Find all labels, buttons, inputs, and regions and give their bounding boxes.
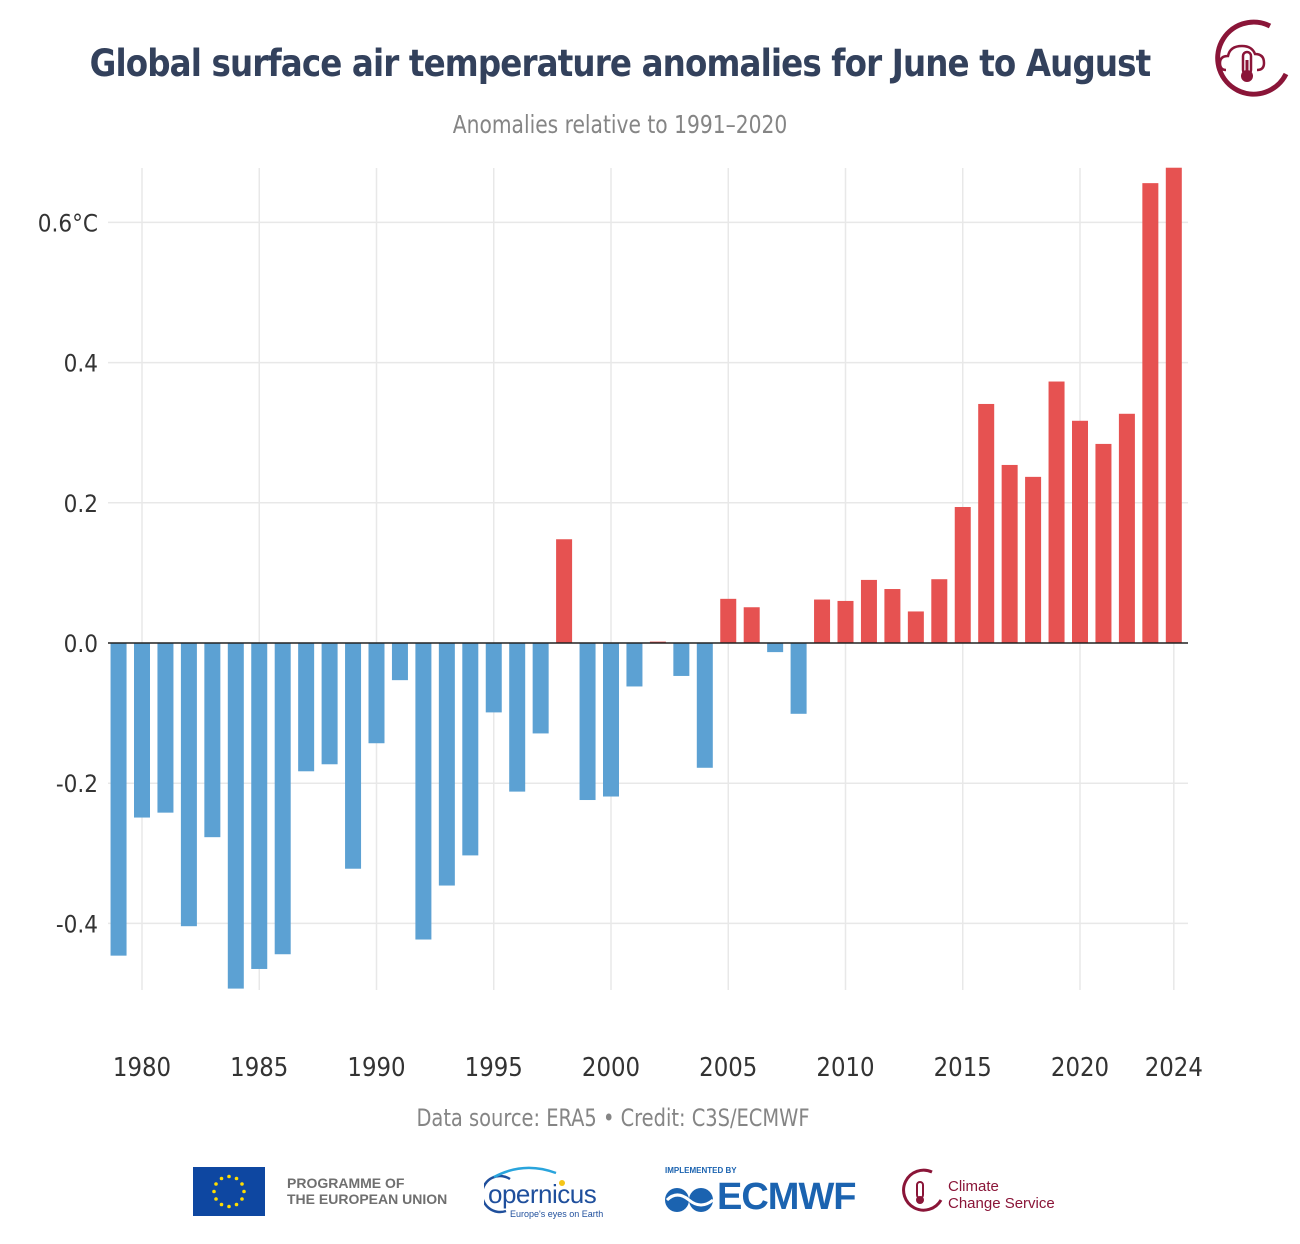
eu-star xyxy=(234,1176,239,1181)
y-tick-label: -0.4 xyxy=(56,911,98,938)
ecmwf-waves-icon xyxy=(665,1188,714,1212)
data-source-credit: Data source: ERA5 • Credit: C3S/ECMWF xyxy=(416,1104,810,1132)
bars xyxy=(110,167,1182,989)
y-tick-label: -0.2 xyxy=(56,771,98,798)
bar-2018 xyxy=(1025,476,1042,643)
axes: 0.6°C 0.4 0.2 0.0 -0.2 -0.4 1980 1985 1990 1995 20… xyxy=(38,210,1203,1082)
eu-star xyxy=(240,1182,244,1186)
x-tick-label: 1985 xyxy=(230,1052,288,1083)
bar-1998 xyxy=(556,539,573,643)
chart-subtitle: Anomalies relative to 1991–2020 xyxy=(452,110,788,139)
bar-2006 xyxy=(743,607,760,643)
x-tick-label: 2015 xyxy=(934,1052,992,1083)
bar-1991 xyxy=(391,643,408,681)
eu-star xyxy=(212,1189,216,1194)
bar-2008 xyxy=(790,643,807,714)
bar-2024 xyxy=(1165,167,1182,644)
bar-1980 xyxy=(134,643,150,818)
bar-2017 xyxy=(1001,464,1018,643)
bar-2000 xyxy=(603,643,619,797)
bar-2004 xyxy=(696,643,713,768)
bar-2012 xyxy=(884,589,901,643)
grid-lines xyxy=(108,168,1188,990)
bar-1997 xyxy=(532,643,549,734)
bar-1986 xyxy=(274,643,291,955)
ecmwf-implemented-label: IMPLEMENTED BY xyxy=(665,1166,737,1175)
bar-2021 xyxy=(1095,443,1112,643)
x-tick-label: 2000 xyxy=(582,1052,640,1083)
y-tick-label: 0.6°C xyxy=(38,210,98,237)
eu-star xyxy=(227,1204,231,1209)
x-tick-label: 1995 xyxy=(465,1052,523,1083)
eu-star xyxy=(227,1174,231,1179)
eu-star xyxy=(234,1202,239,1207)
c3s-footer-label: Climate Change Service xyxy=(948,1178,1055,1212)
eu-star xyxy=(219,1202,224,1207)
eu-star xyxy=(214,1197,218,1201)
bar-2022 xyxy=(1118,413,1135,643)
copernicus-tagline: Europe's eyes on Earth xyxy=(510,1209,604,1219)
y-tick-label: 0.4 xyxy=(64,351,98,378)
c3s-logo-icon xyxy=(1215,19,1289,97)
c3s-small-icon xyxy=(902,1168,943,1212)
bar-2001 xyxy=(626,643,643,687)
eu-text-line2: THE EUROPEAN UNION xyxy=(287,1191,448,1207)
eu-star xyxy=(242,1189,246,1194)
bar-1979 xyxy=(110,643,127,956)
x-tick-label: 2020 xyxy=(1051,1052,1109,1083)
bar-1994 xyxy=(462,643,479,856)
bar-2010 xyxy=(837,600,854,643)
bar-2015 xyxy=(954,507,971,643)
eu-star xyxy=(219,1176,224,1181)
eu-programme-label: PROGRAMME OF THE EUROPEAN UNION xyxy=(287,1175,447,1207)
eu-star xyxy=(240,1197,244,1201)
c3s-footer-logo: Climate Change Service xyxy=(898,1168,1068,1218)
bar-1995 xyxy=(485,643,502,713)
x-tick-label: 2005 xyxy=(699,1052,757,1083)
bar-1985 xyxy=(251,643,268,969)
bar-2016 xyxy=(978,403,995,643)
y-tick-label: 0.2 xyxy=(64,491,98,518)
bar-1999 xyxy=(579,643,596,801)
bar-chart: 0.6°C 0.4 0.2 0.0 -0.2 -0.4 1980 1985 1990 1995 20… xyxy=(38,167,1203,1082)
bar-2007 xyxy=(767,643,784,653)
y-tick-label: 0.0 xyxy=(64,631,98,658)
x-tick-label: 2010 xyxy=(816,1052,874,1083)
ecmwf-logo: IMPLEMENTED BY ECMWF xyxy=(663,1166,863,1220)
copernicus-wordmark: opernicus xyxy=(488,1179,597,1209)
bar-1989 xyxy=(345,643,362,869)
bar-1993 xyxy=(438,643,455,886)
eu-flag-icon xyxy=(193,1167,265,1216)
bar-2003 xyxy=(673,643,690,676)
c3s-line2: Change Service xyxy=(948,1195,1055,1212)
bar-2020 xyxy=(1072,420,1088,643)
bar-2023 xyxy=(1142,183,1159,644)
bar-1990 xyxy=(368,643,385,744)
bar-2011 xyxy=(860,579,877,643)
eu-star xyxy=(214,1182,218,1186)
bar-1981 xyxy=(157,643,174,813)
bar-2005 xyxy=(720,598,737,643)
x-tick-label: 1990 xyxy=(347,1052,405,1083)
bar-1996 xyxy=(509,643,526,792)
bar-2014 xyxy=(931,579,948,643)
eu-text-line1: PROGRAMME OF xyxy=(287,1175,405,1191)
bar-1992 xyxy=(415,643,432,940)
copernicus-swoosh-icon xyxy=(484,1166,565,1214)
c3s-line1: Climate xyxy=(948,1178,999,1195)
ecmwf-wordmark: ECMWF xyxy=(717,1176,857,1218)
bar-2013 xyxy=(907,611,924,643)
x-tick-label: 2024 xyxy=(1145,1052,1203,1083)
bar-1983 xyxy=(204,643,221,838)
bar-1987 xyxy=(298,643,315,772)
bar-1984 xyxy=(227,643,244,989)
x-tick-label: 1980 xyxy=(113,1052,171,1083)
bar-1988 xyxy=(321,643,338,765)
copernicus-logo: opernicus Europe's eyes on Earth xyxy=(484,1165,629,1221)
bar-2009 xyxy=(814,599,831,643)
bar-1982 xyxy=(180,643,197,927)
chart-title: Global surface air temperature anomalies… xyxy=(89,42,1152,85)
bar-2019 xyxy=(1048,381,1065,643)
